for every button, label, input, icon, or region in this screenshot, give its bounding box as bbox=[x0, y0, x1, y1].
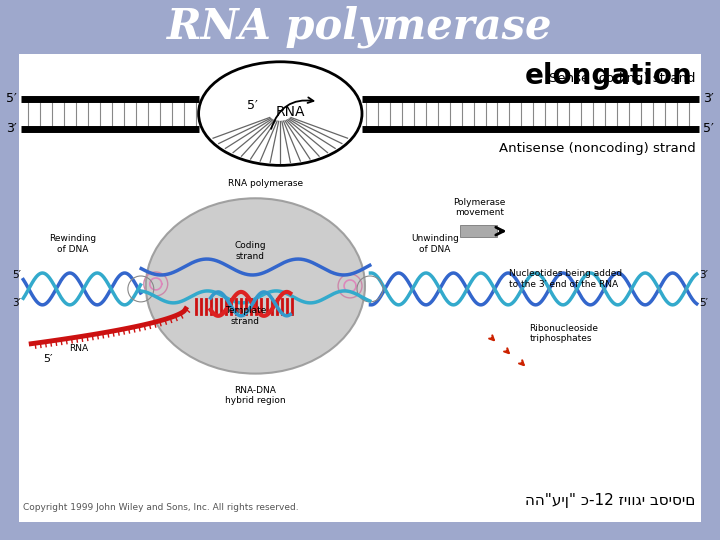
Text: RNA: RNA bbox=[276, 105, 305, 119]
Text: Nucleotides being added
to the 3′ end of the RNA: Nucleotides being added to the 3′ end of… bbox=[510, 269, 623, 289]
Text: 5′: 5′ bbox=[12, 270, 22, 280]
Text: Sense (coding) strand: Sense (coding) strand bbox=[549, 72, 696, 85]
Ellipse shape bbox=[145, 198, 365, 374]
Bar bbox=[19, 54, 701, 522]
Text: 5′: 5′ bbox=[43, 354, 53, 363]
Text: 3′: 3′ bbox=[6, 122, 17, 135]
Text: 3′: 3′ bbox=[703, 92, 714, 105]
Text: RNA polymerase: RNA polymerase bbox=[167, 5, 553, 48]
Text: Antisense (noncoding) strand: Antisense (noncoding) strand bbox=[499, 143, 696, 156]
Text: 3′: 3′ bbox=[698, 270, 708, 280]
Text: Rewinding
of DNA: Rewinding of DNA bbox=[50, 234, 96, 254]
Ellipse shape bbox=[199, 62, 362, 165]
Text: Coding
strand: Coding strand bbox=[235, 241, 266, 261]
Text: הה"עין" כ-12 זיווגי בסיסים: הה"עין" כ-12 זיווגי בסיסים bbox=[526, 492, 696, 508]
Text: Copyright 1999 John Wiley and Sons, Inc. All rights reserved.: Copyright 1999 John Wiley and Sons, Inc.… bbox=[23, 503, 299, 512]
Text: RNA: RNA bbox=[69, 344, 89, 353]
Text: RNA polymerase: RNA polymerase bbox=[228, 179, 303, 188]
Text: 3′: 3′ bbox=[12, 298, 22, 308]
Bar bbox=[459, 225, 498, 237]
Text: Unwinding
of DNA: Unwinding of DNA bbox=[411, 234, 459, 254]
Text: Ribonucleoside
triphosphates: Ribonucleoside triphosphates bbox=[529, 324, 598, 343]
Text: 5′: 5′ bbox=[247, 99, 258, 112]
Text: 5′: 5′ bbox=[703, 122, 714, 135]
Text: 5′: 5′ bbox=[6, 92, 17, 105]
Text: RNA-DNA
hybrid region: RNA-DNA hybrid region bbox=[225, 386, 286, 405]
Text: 5′: 5′ bbox=[698, 298, 708, 308]
Text: Template
strand: Template strand bbox=[225, 306, 266, 326]
Text: Polymerase
movement: Polymerase movement bbox=[454, 198, 505, 217]
Text: elongation: elongation bbox=[525, 62, 693, 90]
